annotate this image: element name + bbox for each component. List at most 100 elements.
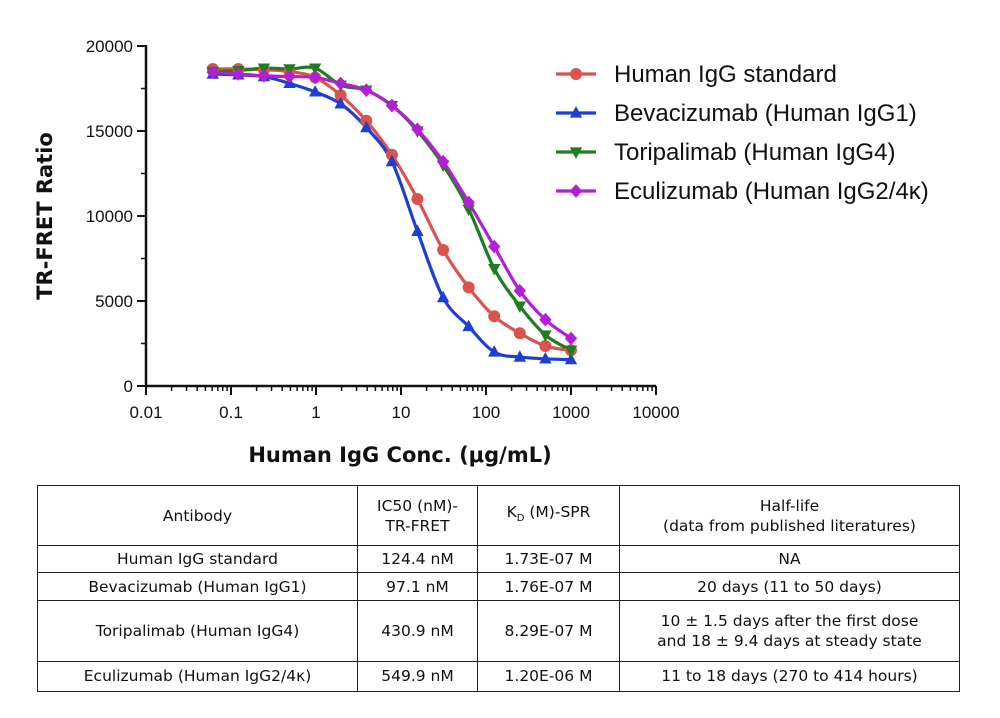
cell-halflife: 11 to 18 days (270 to 414 hours) (619, 660, 960, 693)
data-point-2 (564, 345, 578, 358)
header-ic50: IC50 (nM)- TR-FRET (357, 485, 478, 546)
data-point-2 (488, 264, 501, 276)
y-tick-label: 10000 (86, 207, 133, 226)
table-row: Bevacizumab (Human IgG1) 97.1 nM 1.76E-0… (37, 572, 960, 602)
data-point-3 (411, 122, 424, 137)
data-point-0 (411, 193, 424, 205)
header-halflife-line2: (data from published literatures) (663, 516, 916, 535)
legend-entry: Eculizumab (Human IgG2/4κ) (614, 178, 929, 205)
data-point-1 (436, 290, 450, 303)
data-point-2 (539, 330, 552, 342)
series-line-1 (211, 72, 573, 362)
y-axis-title: TR-FRET Ratio (33, 132, 57, 300)
data-point-3 (334, 76, 347, 91)
data-point-3 (385, 98, 399, 113)
data-point-3 (257, 68, 271, 83)
cell-halflife-line2: and 18 ± 9.4 days at steady state (657, 632, 922, 651)
cell-kd: 1.73E-07 M (477, 544, 620, 574)
data-point-2 (308, 63, 322, 75)
data-point-2 (462, 204, 475, 217)
antibody-summary-table: Antibody IC50 (nM)- TR-FRET KD (M)-SPR Ha… (37, 485, 960, 693)
data-point-3 (539, 312, 552, 327)
data-point-0 (334, 89, 347, 102)
x-tick-label: 10 (392, 403, 411, 422)
table-row: Eculizumab (Human IgG2/4κ) 549.9 nM 1.20… (37, 660, 960, 693)
data-point-1 (411, 224, 424, 236)
legend-entry: Human IgG standard (614, 61, 837, 88)
data-point-3 (206, 65, 219, 80)
data-point-0 (437, 244, 450, 256)
header-kd-main: K (506, 502, 517, 521)
cell-ic50: 430.9 nM (357, 600, 478, 662)
data-point-0 (513, 327, 526, 340)
header-kd-rest: (M)-SPR (524, 502, 591, 521)
legend-marker (569, 184, 583, 198)
header-antibody: Antibody (37, 485, 358, 546)
data-point-0 (539, 340, 552, 353)
data-point-0 (462, 281, 475, 294)
cell-halflife-line1: 10 ± 1.5 days after the first dose (660, 612, 919, 631)
data-point-2 (513, 301, 527, 313)
cell-kd: 1.76E-07 M (477, 572, 620, 602)
legend-entry: Toripalimab (Human IgG4) (614, 139, 895, 166)
data-point-1 (564, 352, 578, 365)
legend-marker (570, 68, 582, 80)
data-point-3 (360, 83, 373, 98)
y-tick-label: 20000 (86, 37, 133, 56)
data-points (206, 62, 578, 365)
x-tick-label: 100 (472, 403, 500, 422)
data-point-1 (308, 85, 322, 97)
data-point-3 (564, 331, 578, 346)
header-ic50-line2: TR-FRET (385, 516, 450, 535)
cell-ic50: 549.9 nM (357, 660, 478, 693)
cell-antibody: Eculizumab (Human IgG2/4κ) (37, 660, 358, 693)
x-tick-label: 10000 (632, 403, 679, 422)
table-row: Toripalimab (Human IgG4) 430.9 nM 8.29E-… (37, 600, 960, 662)
x-tick-label: 0.1 (219, 403, 243, 422)
data-point-0 (488, 310, 501, 323)
tick-labels: 0.01 0.1 1 10 100 1000 10000 0 5000 10000 15000 200… (86, 37, 680, 422)
cell-halflife: 20 days (11 to 50 days) (619, 572, 960, 602)
table-header-row: Antibody IC50 (nM)- TR-FRET KD (M)-SPR Ha… (37, 485, 960, 546)
cell-antibody: Toripalimab (Human IgG4) (37, 600, 358, 662)
legend-marker (569, 106, 583, 118)
cell-ic50: 97.1 nM (357, 572, 478, 602)
x-tick-label: 0.01 (129, 403, 162, 422)
cell-halflife: 10 ± 1.5 days after the first dose and 18… (619, 600, 960, 662)
data-point-3 (462, 195, 475, 210)
y-tick-label: 15000 (86, 122, 133, 141)
data-point-1 (513, 350, 527, 362)
data-point-1 (385, 154, 399, 167)
header-kd-sub: D (516, 513, 525, 525)
cell-kd: 8.29E-07 M (477, 600, 620, 662)
x-tick-label: 1 (311, 403, 320, 422)
header-ic50-line1: IC50 (nM)- (377, 496, 458, 515)
data-point-1 (488, 345, 501, 357)
cell-halflife: NA (619, 544, 960, 574)
cell-kd: 1.20E-06 M (477, 660, 620, 693)
data-point-3 (283, 69, 296, 84)
data-point-3 (436, 154, 450, 169)
data-point-3 (488, 239, 501, 254)
data-point-1 (360, 120, 373, 133)
data-point-1 (539, 351, 552, 364)
axes (137, 45, 657, 395)
cell-antibody: Human IgG standard (37, 544, 358, 574)
data-point-1 (462, 319, 475, 332)
data-point-3 (308, 70, 322, 85)
legend-marker (569, 147, 583, 159)
header-kd: KD (M)-SPR (477, 485, 620, 546)
data-point-1 (334, 96, 347, 109)
cell-ic50: 124.4 nM (357, 544, 478, 574)
header-halflife: Half-life (data from published literature… (619, 485, 960, 546)
data-point-3 (513, 283, 527, 298)
legend: Human IgG standard Bevacizumab (Human IgG… (556, 61, 929, 205)
header-halflife-line1: Half-life (759, 496, 820, 515)
y-tick-label: 0 (124, 377, 133, 396)
legend-entry: Bevacizumab (Human IgG1) (614, 100, 917, 127)
dose-response-chart: 0.01 0.1 1 10 100 1000 10000 0 5000 10000 15000 200… (33, 37, 929, 467)
table-row: Human IgG standard 124.4 nM 1.73E-07 M N… (37, 544, 960, 574)
y-tick-label: 5000 (95, 292, 133, 311)
x-axis-title: Human IgG Conc. (μg/mL) (248, 443, 551, 467)
x-tick-label: 1000 (552, 403, 590, 422)
